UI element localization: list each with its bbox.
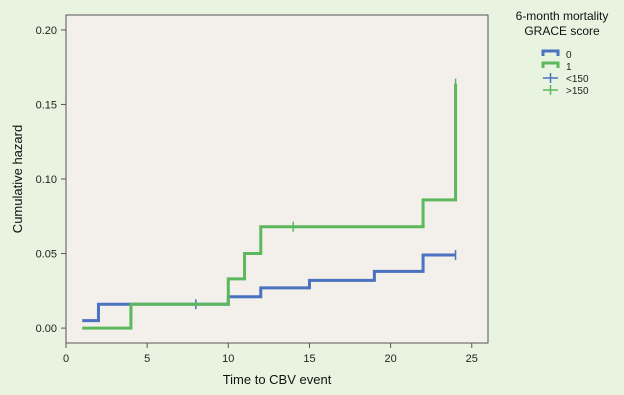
legend-step-swatch-0 xyxy=(541,49,560,56)
x-tick-label: 25 xyxy=(466,353,478,365)
x-tick-label: 20 xyxy=(384,353,396,365)
y-axis-label: Cumulative hazard xyxy=(10,125,25,233)
y-tick-label: 0.00 xyxy=(36,323,57,335)
legend-entry-label: 0 xyxy=(566,50,572,61)
x-tick-label: 0 xyxy=(63,353,69,365)
legend-entry-label: 1 xyxy=(566,62,572,73)
series-0-step-line xyxy=(82,253,456,323)
y-tick-label: 0.05 xyxy=(36,249,57,261)
legend-entry-label: <150 xyxy=(566,74,589,85)
y-tick-label: 0.20 xyxy=(36,25,57,37)
series-1-step-line xyxy=(82,83,458,330)
x-tick-label: 10 xyxy=(222,353,234,365)
legend-title-line1: 6-month mortality xyxy=(516,9,609,23)
y-tick-label: 0.10 xyxy=(36,174,57,186)
x-axis-label: Time to CBV event xyxy=(223,372,332,387)
legend-step-swatch-1 xyxy=(541,61,560,68)
x-tick-label: 5 xyxy=(144,353,150,365)
x-tick-label: 15 xyxy=(303,353,315,365)
y-tick-label: 0.15 xyxy=(36,99,57,111)
legend-entry-label: >150 xyxy=(566,86,589,97)
legend-title-line2: GRACE score xyxy=(524,24,600,38)
plot-area xyxy=(65,14,489,344)
